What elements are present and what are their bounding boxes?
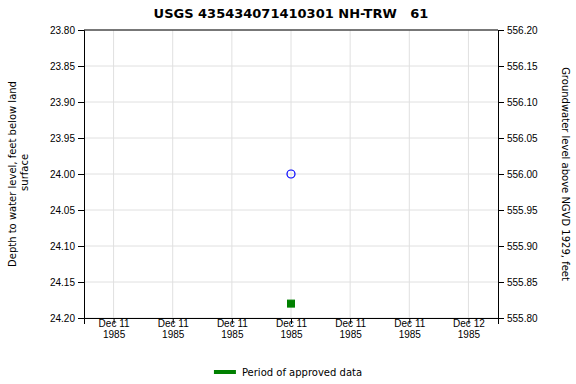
tick: 23.95 [50,133,84,144]
point [287,170,295,178]
tick-label: 23.90 [50,97,75,108]
tick-mark [78,318,84,319]
grid-line [84,30,498,31]
grid-line [172,30,173,318]
tick: 555.85 [498,277,538,288]
tick-label: Dec 111985 [99,318,130,340]
tick: 23.85 [50,61,84,72]
tick: 23.90 [50,97,84,108]
tick-label: Dec 111985 [335,318,366,340]
frame [84,30,498,31]
tick-label: 556.10 [507,97,538,108]
tick-mark [78,138,84,139]
tick-label: 24.20 [50,313,75,324]
legend-item: Period of approved data [214,367,362,378]
x-axis: Dec 111985 Dec 111985 Dec 111985 Dec 111985… [85,318,499,340]
title: USGS 435434071410301 NH-TRW 61 [154,6,429,21]
tick-label: 556.05 [507,133,538,144]
y2-axis-title: Groundwater level above NGVD 1929, feet [560,67,571,281]
tick: 555.80 [498,313,538,324]
tick-label: 555.90 [507,241,538,252]
plot: Dec 111985 Dec 111985 Dec 111985 Dec 111985… [50,25,538,340]
tick: 556.15 [498,61,538,72]
tick: 556.05 [498,133,538,144]
tick-mark [78,246,84,247]
tick-mark [78,30,84,31]
tick: 556.00 [498,169,538,180]
tick-label: 555.95 [507,205,538,216]
grid-line [291,30,292,318]
legend-swatch [214,370,236,374]
tick-label: 24.05 [50,205,75,216]
tick: 24.10 [50,241,84,252]
tick-mark [498,246,504,247]
tick: Dec 111985 [217,318,248,340]
tick-label: Dec 111985 [276,318,307,340]
tick-mark [498,30,504,31]
tick-mark [498,210,504,211]
tick-label: 24.10 [50,241,75,252]
grid-line [350,30,351,318]
axis-line [78,31,85,319]
tick-label: Dec 111985 [394,318,425,340]
axis-line [499,31,505,319]
tick-label: 24.00 [50,169,75,180]
tick-label: 555.85 [507,277,538,288]
legend-label: Period of approved data [242,367,362,378]
tick-label: 23.85 [50,61,75,72]
series [287,170,295,178]
tick-mark [78,210,84,211]
tick-label: 556.15 [507,61,538,72]
tick-mark [498,318,504,319]
tick: 23.80 [50,25,84,36]
tick-label: Dec 111985 [217,318,248,340]
tick-label: 23.80 [50,25,75,36]
grid-line [409,30,410,318]
y-axis: 23.80 23.85 23.90 23.95 24.00 24.05 24.10 24.15… [50,25,85,324]
tick: Dec 111985 [394,318,425,340]
tick-label: 556.20 [507,25,538,36]
tick-mark [78,174,84,175]
tick: 24.05 [50,205,84,216]
tick: 24.00 [50,169,84,180]
tick: 556.20 [498,25,538,36]
tick-mark [498,66,504,67]
tick: 24.20 [50,313,84,324]
legend: Period of approved data [214,367,362,378]
tick-mark [78,66,84,67]
tick: Dec 111985 [335,318,366,340]
tick-label: Dec 111985 [158,318,189,340]
tick-mark [78,102,84,103]
tick-mark [498,102,504,103]
points [287,170,295,307]
tick: Dec 111985 [158,318,189,340]
tick: Dec 111985 [276,318,307,340]
tick: 555.95 [498,205,538,216]
tick-label: 555.80 [507,313,538,324]
point [288,300,295,307]
grid-line [231,30,232,318]
tick: Dec 111985 [99,318,130,340]
tick-label: Dec 121985 [453,318,485,340]
tick: 555.90 [498,241,538,252]
tick-mark [498,174,504,175]
grid-line [113,30,114,318]
tick: Dec 121985 [453,318,485,340]
tick-label: 24.15 [50,277,75,288]
tick: 556.10 [498,97,538,108]
grid [84,30,498,318]
y-axis-title: Depth to water level, feet below land su… [7,81,30,267]
y2-axis: 556.20 556.15 556.10 556.05 556.00 555.95 555.… [498,25,538,324]
tick-mark [78,282,84,283]
tick-label: 23.95 [50,133,75,144]
series [288,300,295,307]
tick-label: 556.00 [507,169,538,180]
tick-mark [498,138,504,139]
grid-line [468,30,469,318]
chart: Dec 111985 Dec 111985 Dec 111985 Dec 111985… [0,0,576,384]
tick: 24.15 [50,277,84,288]
tick-mark [498,282,504,283]
